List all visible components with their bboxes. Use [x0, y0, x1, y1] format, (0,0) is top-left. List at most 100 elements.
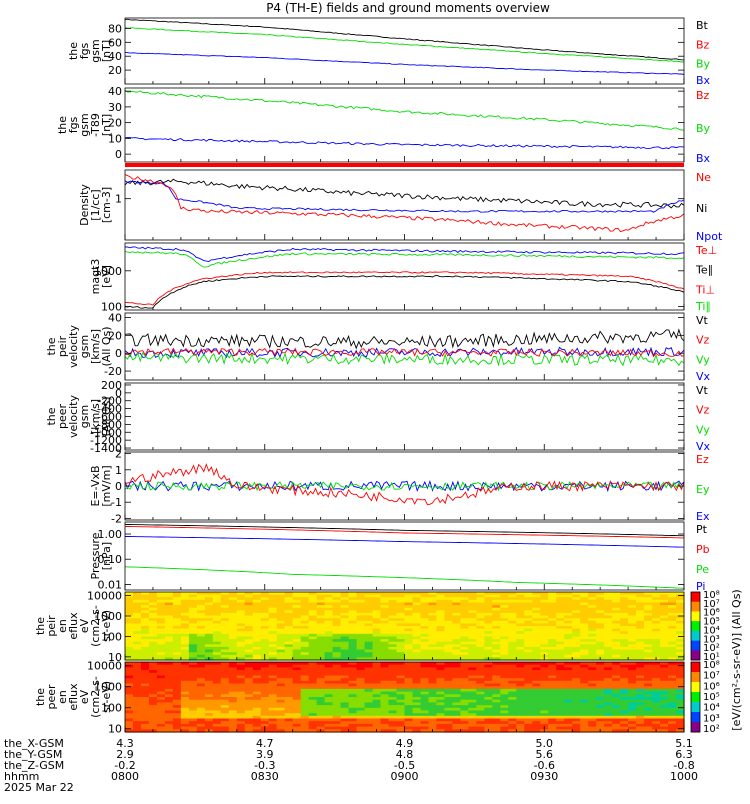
- peer_spec-cell: [212, 723, 222, 728]
- peir_spec-cell: [596, 599, 605, 603]
- x-axis-row-label: the_X-GSM: [4, 737, 64, 750]
- peer_spec-cell: [628, 683, 637, 687]
- peir_spec-cell: [388, 633, 398, 637]
- peir_spec-cell: [308, 623, 318, 627]
- peir_spec-cell: [548, 592, 557, 596]
- peir_spec-cell: [228, 628, 238, 632]
- peir_spec-cell: [244, 626, 254, 630]
- series-line-npot: [124, 180, 685, 213]
- peer_spec-cell: [396, 662, 406, 666]
- y-tick-label: 100: [101, 630, 122, 643]
- peir_spec-cell: [620, 628, 629, 632]
- peir_spec-cell: [628, 626, 637, 630]
- peir_spec-cell: [452, 607, 461, 611]
- colorbar-label: 10³: [703, 713, 720, 724]
- peir_spec-cell: [332, 641, 342, 645]
- peir_spec-cell: [524, 610, 533, 614]
- peer_spec-cell: [260, 672, 270, 677]
- peer_spec-cell: [524, 710, 533, 714]
- peir_spec-cell: [452, 618, 461, 622]
- peir_spec-cell: [204, 636, 214, 640]
- peer_spec-cell: [125, 686, 134, 690]
- peir_spec-cell: [204, 626, 214, 630]
- peir_spec-cell: [268, 628, 278, 632]
- peir_spec-cell: [156, 626, 166, 630]
- peir_spec-cell: [141, 644, 150, 648]
- peer_spec-cell: [220, 678, 230, 682]
- peer_spec-cell: [404, 678, 414, 682]
- peir_spec-cell: [612, 641, 621, 645]
- peer_spec-cell: [204, 691, 214, 695]
- peir_spec-cell: [620, 612, 629, 617]
- peer_spec-cell: [340, 675, 350, 679]
- y-tick-label: 10: [108, 723, 122, 736]
- peir_spec-cell: [508, 620, 517, 624]
- peer_spec-cell: [164, 672, 174, 677]
- peir_spec-cell: [316, 626, 326, 630]
- peir_spec-cell: [164, 610, 174, 614]
- peir_spec-cell: [452, 594, 461, 598]
- peir_spec-cell: [188, 631, 198, 635]
- peer_spec-cell: [500, 664, 509, 668]
- peir_spec-cell: [308, 592, 318, 596]
- peer_spec-cell: [268, 686, 278, 690]
- y-axis-label: en: [56, 619, 69, 633]
- peir_spec-cell: [308, 652, 318, 656]
- peir_spec-cell: [668, 636, 677, 640]
- peir_spec-cell: [156, 620, 166, 624]
- peer_spec-cell: [332, 688, 342, 693]
- peer_spec-cell: [332, 715, 342, 720]
- peir_spec-cell: [252, 618, 262, 622]
- peer_spec-cell: [436, 667, 445, 671]
- colorbar-segment: [691, 682, 700, 693]
- peer_spec-cell: [125, 675, 134, 679]
- peer_spec-cell: [468, 710, 477, 714]
- peir_spec-cell: [548, 639, 557, 643]
- peir_spec-cell: [428, 612, 438, 617]
- peir_spec-cell: [324, 610, 334, 614]
- peer_spec-cell: [468, 664, 477, 668]
- peir_spec-cell: [316, 612, 326, 617]
- peir_spec-cell: [420, 605, 430, 609]
- peer_spec-cell: [316, 688, 326, 693]
- peer_spec-cell: [412, 680, 422, 685]
- peer_spec-cell: [125, 691, 134, 695]
- peir_spec-cell: [196, 607, 206, 611]
- peer_spec-cell: [508, 729, 517, 733]
- peer_spec-cell: [300, 702, 310, 706]
- peir_spec-cell: [220, 612, 230, 617]
- peer_spec-cell: [356, 691, 366, 695]
- peir_spec-cell: [612, 612, 621, 617]
- peir_spec-cell: [372, 641, 382, 645]
- peir_spec-cell: [372, 612, 382, 617]
- peir_spec-cell: [644, 636, 653, 640]
- peer_spec-cell: [388, 699, 398, 703]
- peer_spec-cell: [284, 705, 294, 709]
- peir_spec-cell: [460, 623, 469, 627]
- peir_spec-cell: [156, 597, 166, 601]
- peir_spec-cell: [204, 639, 214, 643]
- y-tick-label: 0.10: [98, 553, 123, 566]
- peir_spec-cell: [172, 612, 182, 617]
- peer_spec-cell: [356, 726, 366, 730]
- peer_spec-cell: [236, 707, 246, 712]
- peir_spec-cell: [372, 620, 382, 624]
- colorbar-segment: [691, 712, 700, 723]
- peir_spec-cell: [380, 592, 390, 596]
- peer_spec-cell: [316, 710, 326, 714]
- peir_spec-cell: [508, 607, 517, 611]
- peir_spec-cell: [580, 652, 589, 656]
- peer_spec-cell: [628, 710, 637, 714]
- peir_spec-cell: [141, 605, 150, 609]
- peer_spec-cell: [452, 672, 461, 677]
- peer_spec-cell: [236, 664, 246, 668]
- peir_spec-cell: [660, 612, 669, 617]
- peer_spec-cell: [612, 726, 621, 730]
- colorbar-segment: [691, 722, 700, 733]
- peir_spec-cell: [396, 594, 406, 598]
- peer_spec-cell: [260, 662, 270, 666]
- peir_spec-cell: [260, 636, 270, 640]
- peir_spec-cell: [604, 612, 613, 617]
- peer_spec-cell: [548, 697, 557, 701]
- peir_spec-cell: [396, 602, 406, 606]
